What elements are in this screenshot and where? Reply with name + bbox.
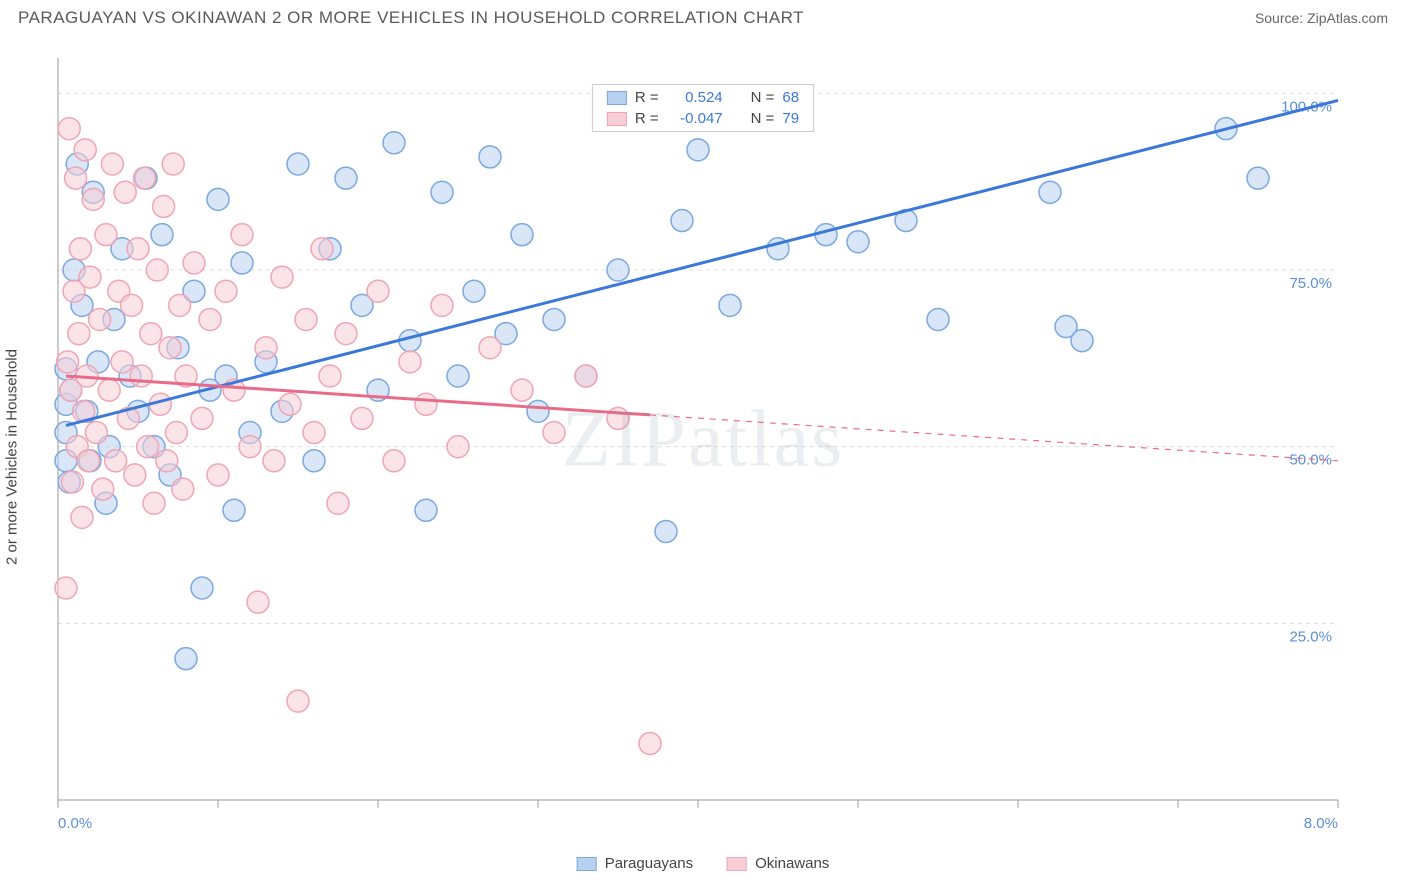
y-axis-label: 2 or more Vehicles in Household (4, 349, 21, 565)
r-label: R = (635, 110, 659, 127)
r-label: R = (635, 89, 659, 106)
source-label: Source: ZipAtlas.com (1255, 10, 1388, 26)
n-value: 68 (782, 89, 799, 106)
legend-swatch (577, 857, 597, 871)
r-value: -0.047 (667, 110, 723, 127)
svg-text:75.0%: 75.0% (1289, 275, 1332, 292)
legend-swatch (607, 112, 627, 126)
scatter-chart: 25.0%50.0%75.0%100.0%0.0%8.0% (18, 40, 1348, 830)
series-legend-item: Paraguayans (577, 855, 693, 872)
legend-swatch (607, 91, 627, 105)
stats-legend-row: R = -0.047 N = 79 (593, 108, 813, 129)
series-name: Paraguayans (605, 855, 693, 872)
series-name: Okinawans (755, 855, 829, 872)
series-legend: Paraguayans Okinawans (577, 855, 830, 872)
svg-text:0.0%: 0.0% (58, 815, 92, 830)
r-value: 0.524 (667, 89, 723, 106)
n-label: N = (751, 110, 775, 127)
series-legend-item: Okinawans (727, 855, 829, 872)
stats-legend-row: R = 0.524 N = 68 (593, 87, 813, 108)
chart-title: PARAGUAYAN VS OKINAWAN 2 OR MORE VEHICLE… (18, 8, 804, 28)
svg-text:25.0%: 25.0% (1289, 628, 1332, 645)
svg-text:8.0%: 8.0% (1304, 815, 1338, 830)
stats-legend: R = 0.524 N = 68 R = -0.047 N = 79 (592, 84, 814, 132)
n-label: N = (751, 89, 775, 106)
chart-container: 2 or more Vehicles in Household 25.0%50.… (18, 40, 1388, 874)
legend-swatch (727, 857, 747, 871)
n-value: 79 (782, 110, 799, 127)
